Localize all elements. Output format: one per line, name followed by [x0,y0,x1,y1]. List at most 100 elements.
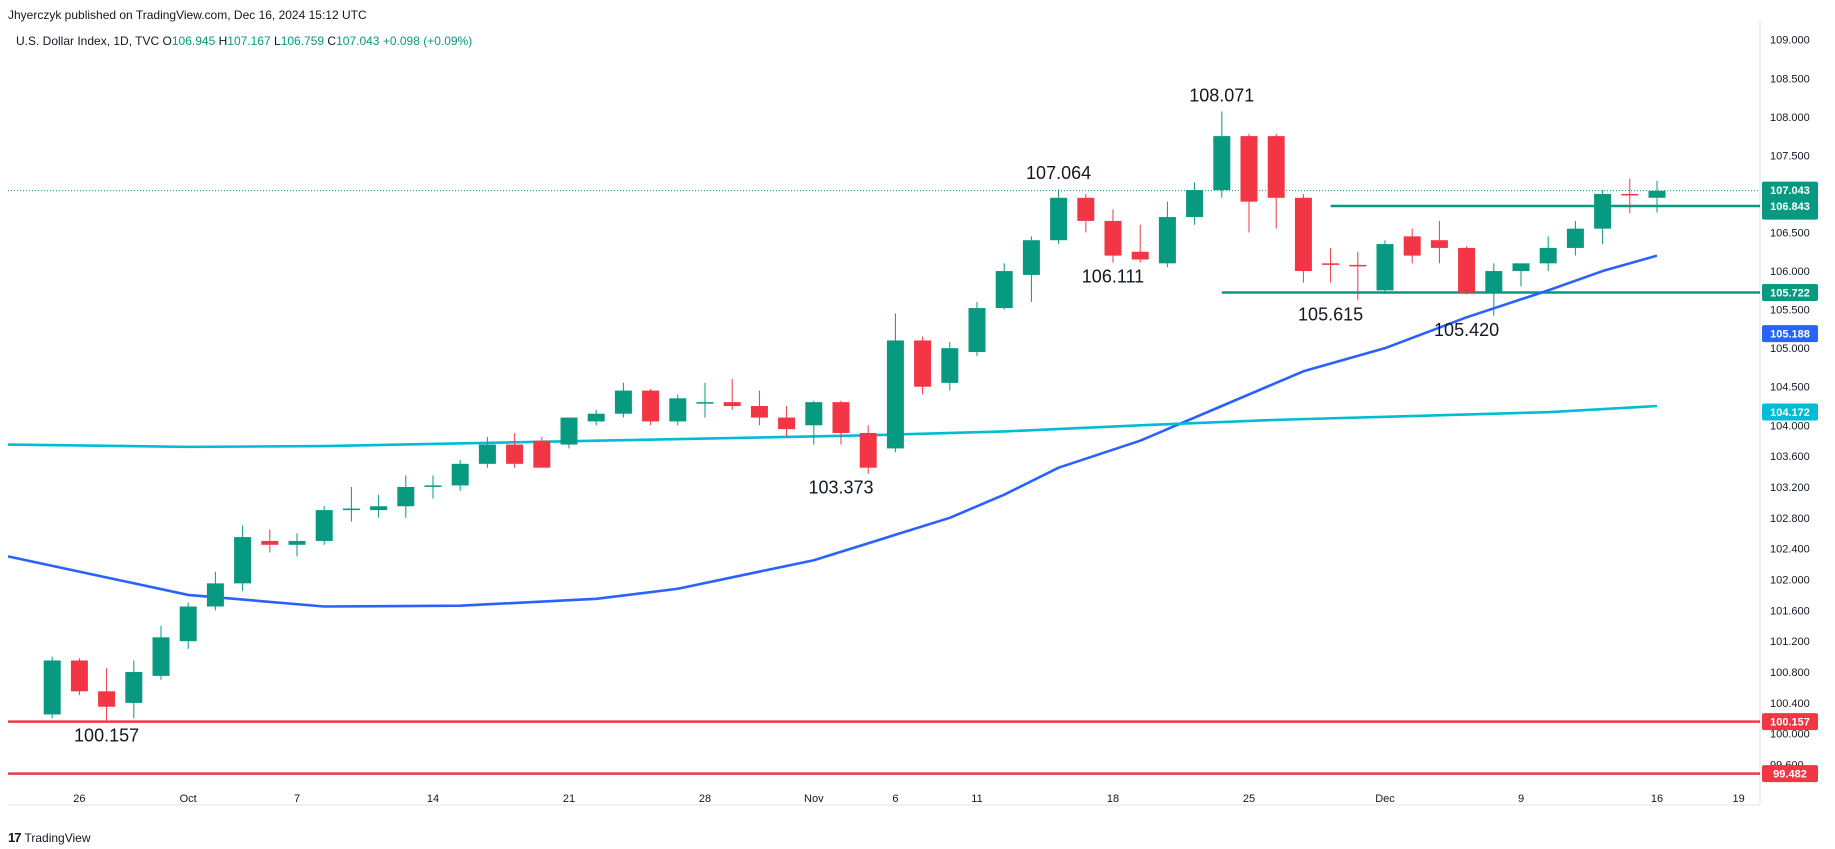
x-tick-label: Dec [1375,793,1395,805]
candle-body [1430,240,1448,248]
y-tick-label: 105.000 [1770,343,1810,355]
x-tick-label: 18 [1107,793,1119,805]
price-axis-badge [1762,403,1818,421]
candle-body [1131,251,1149,260]
price-axis-badge-label: 107.043 [1770,185,1810,197]
price-axis-badge-label: 105.722 [1770,287,1810,299]
candle-body [1294,197,1312,272]
candle-body [1458,247,1476,293]
candle-body [995,271,1013,309]
price-axis-badge-label: 104.172 [1770,407,1810,419]
x-tick-label: 19 [1732,793,1744,805]
candle-body [506,444,524,464]
candle-body [1403,236,1421,256]
price-change: +0.098 (+0.09%) [382,34,473,48]
candle-body [43,660,61,715]
price-annotation: 106.111 [1082,266,1144,286]
candle-body [1485,271,1503,293]
price-axis-badge-label: 105.188 [1770,329,1810,341]
moving-average-line [7,254,1658,608]
y-tick-label: 102.800 [1770,513,1810,525]
price-axis-badge [1762,325,1818,343]
candle-body [805,402,823,426]
y-tick-label: 103.200 [1770,482,1810,494]
candle-body [152,637,170,676]
candle-body [1213,136,1231,191]
candle-body [1240,136,1258,202]
candle-body [1104,220,1122,256]
tradingview-footer: 17 TradingView [8,830,91,845]
candle-body [587,413,605,422]
candle-body [1594,193,1612,229]
price-annotation: 107.064 [1026,163,1091,183]
candle-body [642,390,660,422]
candle-body [478,444,496,464]
tradingview-brand: TradingView [24,830,91,845]
price-axis-badge-label: 100.157 [1770,717,1810,729]
x-tick-label: 26 [73,793,85,805]
symbol-name[interactable]: U.S. Dollar Index, 1D, TVC [16,34,160,48]
candle-body [723,402,741,406]
y-tick-label: 106.000 [1770,266,1810,278]
price-annotation: 100.157 [74,726,139,746]
price-axis-badge-label: 106.843 [1770,201,1810,213]
candle-body [750,406,768,418]
candle-body [1621,193,1639,196]
candle-body [125,672,143,703]
symbol-info-bar: U.S. Dollar Index, 1D, TVC O106.945 H107… [16,34,472,48]
price-annotation: 103.373 [808,478,873,498]
candle-body [98,691,116,707]
y-tick-label: 102.000 [1770,575,1810,587]
y-tick-label: 105.500 [1770,305,1810,317]
y-tick-label: 107.500 [1770,150,1810,162]
candle-body [778,417,796,430]
y-tick-label: 101.200 [1770,636,1810,648]
x-tick-label: 6 [892,793,898,805]
y-tick-label: 104.500 [1770,382,1810,394]
y-tick-label: 102.400 [1770,544,1810,556]
candle-body [1566,228,1584,248]
candle-body [261,540,279,545]
y-tick-label: 100.400 [1770,698,1810,710]
price-annotation: 105.420 [1434,320,1499,340]
candle-body [859,432,877,468]
price-annotation: 105.615 [1298,305,1363,325]
candle-body [1349,264,1367,267]
candle-body [968,308,986,353]
open-label: O [162,34,172,48]
candle-body [424,485,442,487]
publisher-info: Jhyerczyk published on TradingView.com, … [8,8,367,22]
price-axis-badge [1762,283,1818,301]
candle-body [560,417,578,445]
candle-body [451,463,469,486]
price-axis-badge [1762,197,1818,215]
x-tick-label: Oct [180,793,197,805]
y-tick-label: 108.000 [1770,112,1810,124]
price-axis-badge-label: 99.482 [1773,769,1807,781]
price-annotation: 108.071 [1189,85,1254,105]
candle-body [832,402,850,433]
candle-body [1050,197,1068,241]
candle-body [370,506,388,511]
candle-body [342,508,360,511]
tradingview-logo-icon: 17 [8,830,22,845]
y-tick-label: 104.000 [1770,420,1810,432]
candle-body [669,398,687,422]
candle-body [1512,263,1530,272]
candle-body [886,340,904,449]
candle-body [1158,217,1176,264]
candle-body [234,537,252,584]
candle-body [696,402,714,404]
x-tick-label: 11 [971,793,982,805]
close-label: C [327,34,337,48]
candle-body [397,486,415,507]
y-tick-label: 100.800 [1770,667,1810,679]
candle-body [914,340,932,387]
candle-body [1022,240,1040,275]
price-axis-badge [1762,765,1818,783]
x-tick-label: Nov [804,793,824,805]
candle-body [1267,136,1285,198]
candle-body [614,390,632,414]
low-value: 106.759 [280,34,325,48]
